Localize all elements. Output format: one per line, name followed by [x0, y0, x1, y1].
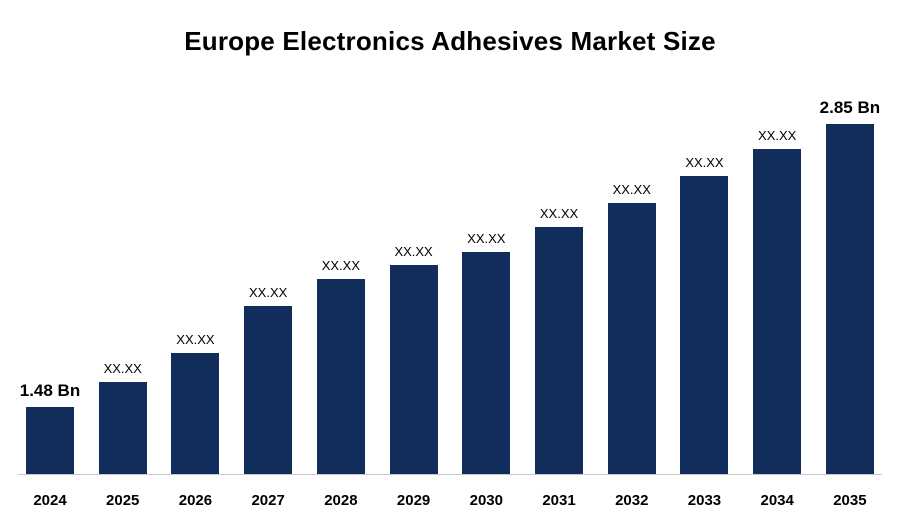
bar-value-label-2035: 2.85 Bn: [819, 98, 881, 117]
bar-value-label-2028: XX.XX: [321, 258, 361, 273]
x-axis-label-2028: 2028: [324, 492, 358, 509]
bar-column-2030: XX.XX: [454, 231, 518, 474]
bar-2033: [680, 176, 729, 474]
bar-2026: [171, 353, 220, 474]
bar-value-label-2032: XX.XX: [612, 182, 651, 197]
x-axis-label-2032: 2032: [615, 492, 649, 509]
bar-column-2034: XX.XX: [745, 128, 809, 474]
bar-2030: [462, 252, 511, 474]
x-axis: 2024 2025 2026 2027 2028 2029 2030 2031 2032 2033…: [18, 483, 882, 513]
bar-column-2032: XX.XX: [600, 182, 664, 474]
bar-value-label-2026: XX.XX: [176, 332, 215, 347]
bar-2027: [244, 306, 293, 474]
bar-value-label-2034: XX.XX: [758, 128, 797, 143]
x-axis-label-2031: 2031: [542, 492, 576, 509]
bar-column-2028: XX.XX: [309, 258, 373, 474]
x-axis-label-2030: 2030: [469, 492, 503, 509]
bar-2029: [389, 265, 438, 474]
x-axis-label-2035: 2035: [833, 492, 867, 509]
x-axis-label-2034: 2034: [760, 492, 794, 509]
x-axis-label-2029: 2029: [396, 492, 431, 509]
bar-2034: [753, 149, 802, 474]
bar-column-2026: XX.XX: [163, 332, 227, 474]
bar-value-label-2033: XX.XX: [685, 155, 724, 170]
bar-value-label-2029: XX.XX: [394, 244, 433, 259]
bar-column-2027: XX.XX: [236, 285, 300, 474]
bar-column-2033: XX.XX: [672, 155, 736, 474]
plot-area: 1.48 Bn XX.XX XX.XX XX.XX XX.XX XX.XX XX.XX XX.…: [18, 89, 882, 475]
bar-value-label-2025: XX.XX: [103, 361, 142, 376]
bar-2032: [607, 203, 656, 474]
x-axis-label-2033: 2033: [687, 492, 722, 509]
bar-column-2025: XX.XX: [91, 361, 155, 474]
bar-column-2029: XX.XX: [382, 244, 446, 474]
bar-value-label-2031: XX.XX: [539, 206, 579, 221]
x-axis-label-2027: 2027: [251, 492, 285, 509]
bar-2025: [98, 382, 147, 474]
bar-2035: [825, 124, 874, 474]
bar-value-label-2027: XX.XX: [249, 285, 288, 300]
x-axis-label-2024: 2024: [33, 492, 67, 509]
chart-title: Europe Electronics Adhesives Market Size: [184, 26, 716, 56]
bar-value-label-2024: 1.48 Bn: [19, 381, 81, 400]
bar-column-2031: XX.XX: [527, 206, 591, 474]
bar-2028: [316, 279, 365, 474]
bar-column-2035: 2.85 Bn: [818, 98, 882, 474]
x-axis-label-2025: 2025: [106, 492, 140, 509]
x-axis-label-2026: 2026: [178, 492, 213, 509]
bar-2031: [535, 227, 584, 474]
bar-2024: [26, 407, 74, 474]
bar-column-2024: 1.48 Bn: [18, 381, 82, 474]
bar-value-label-2030: XX.XX: [467, 231, 506, 246]
